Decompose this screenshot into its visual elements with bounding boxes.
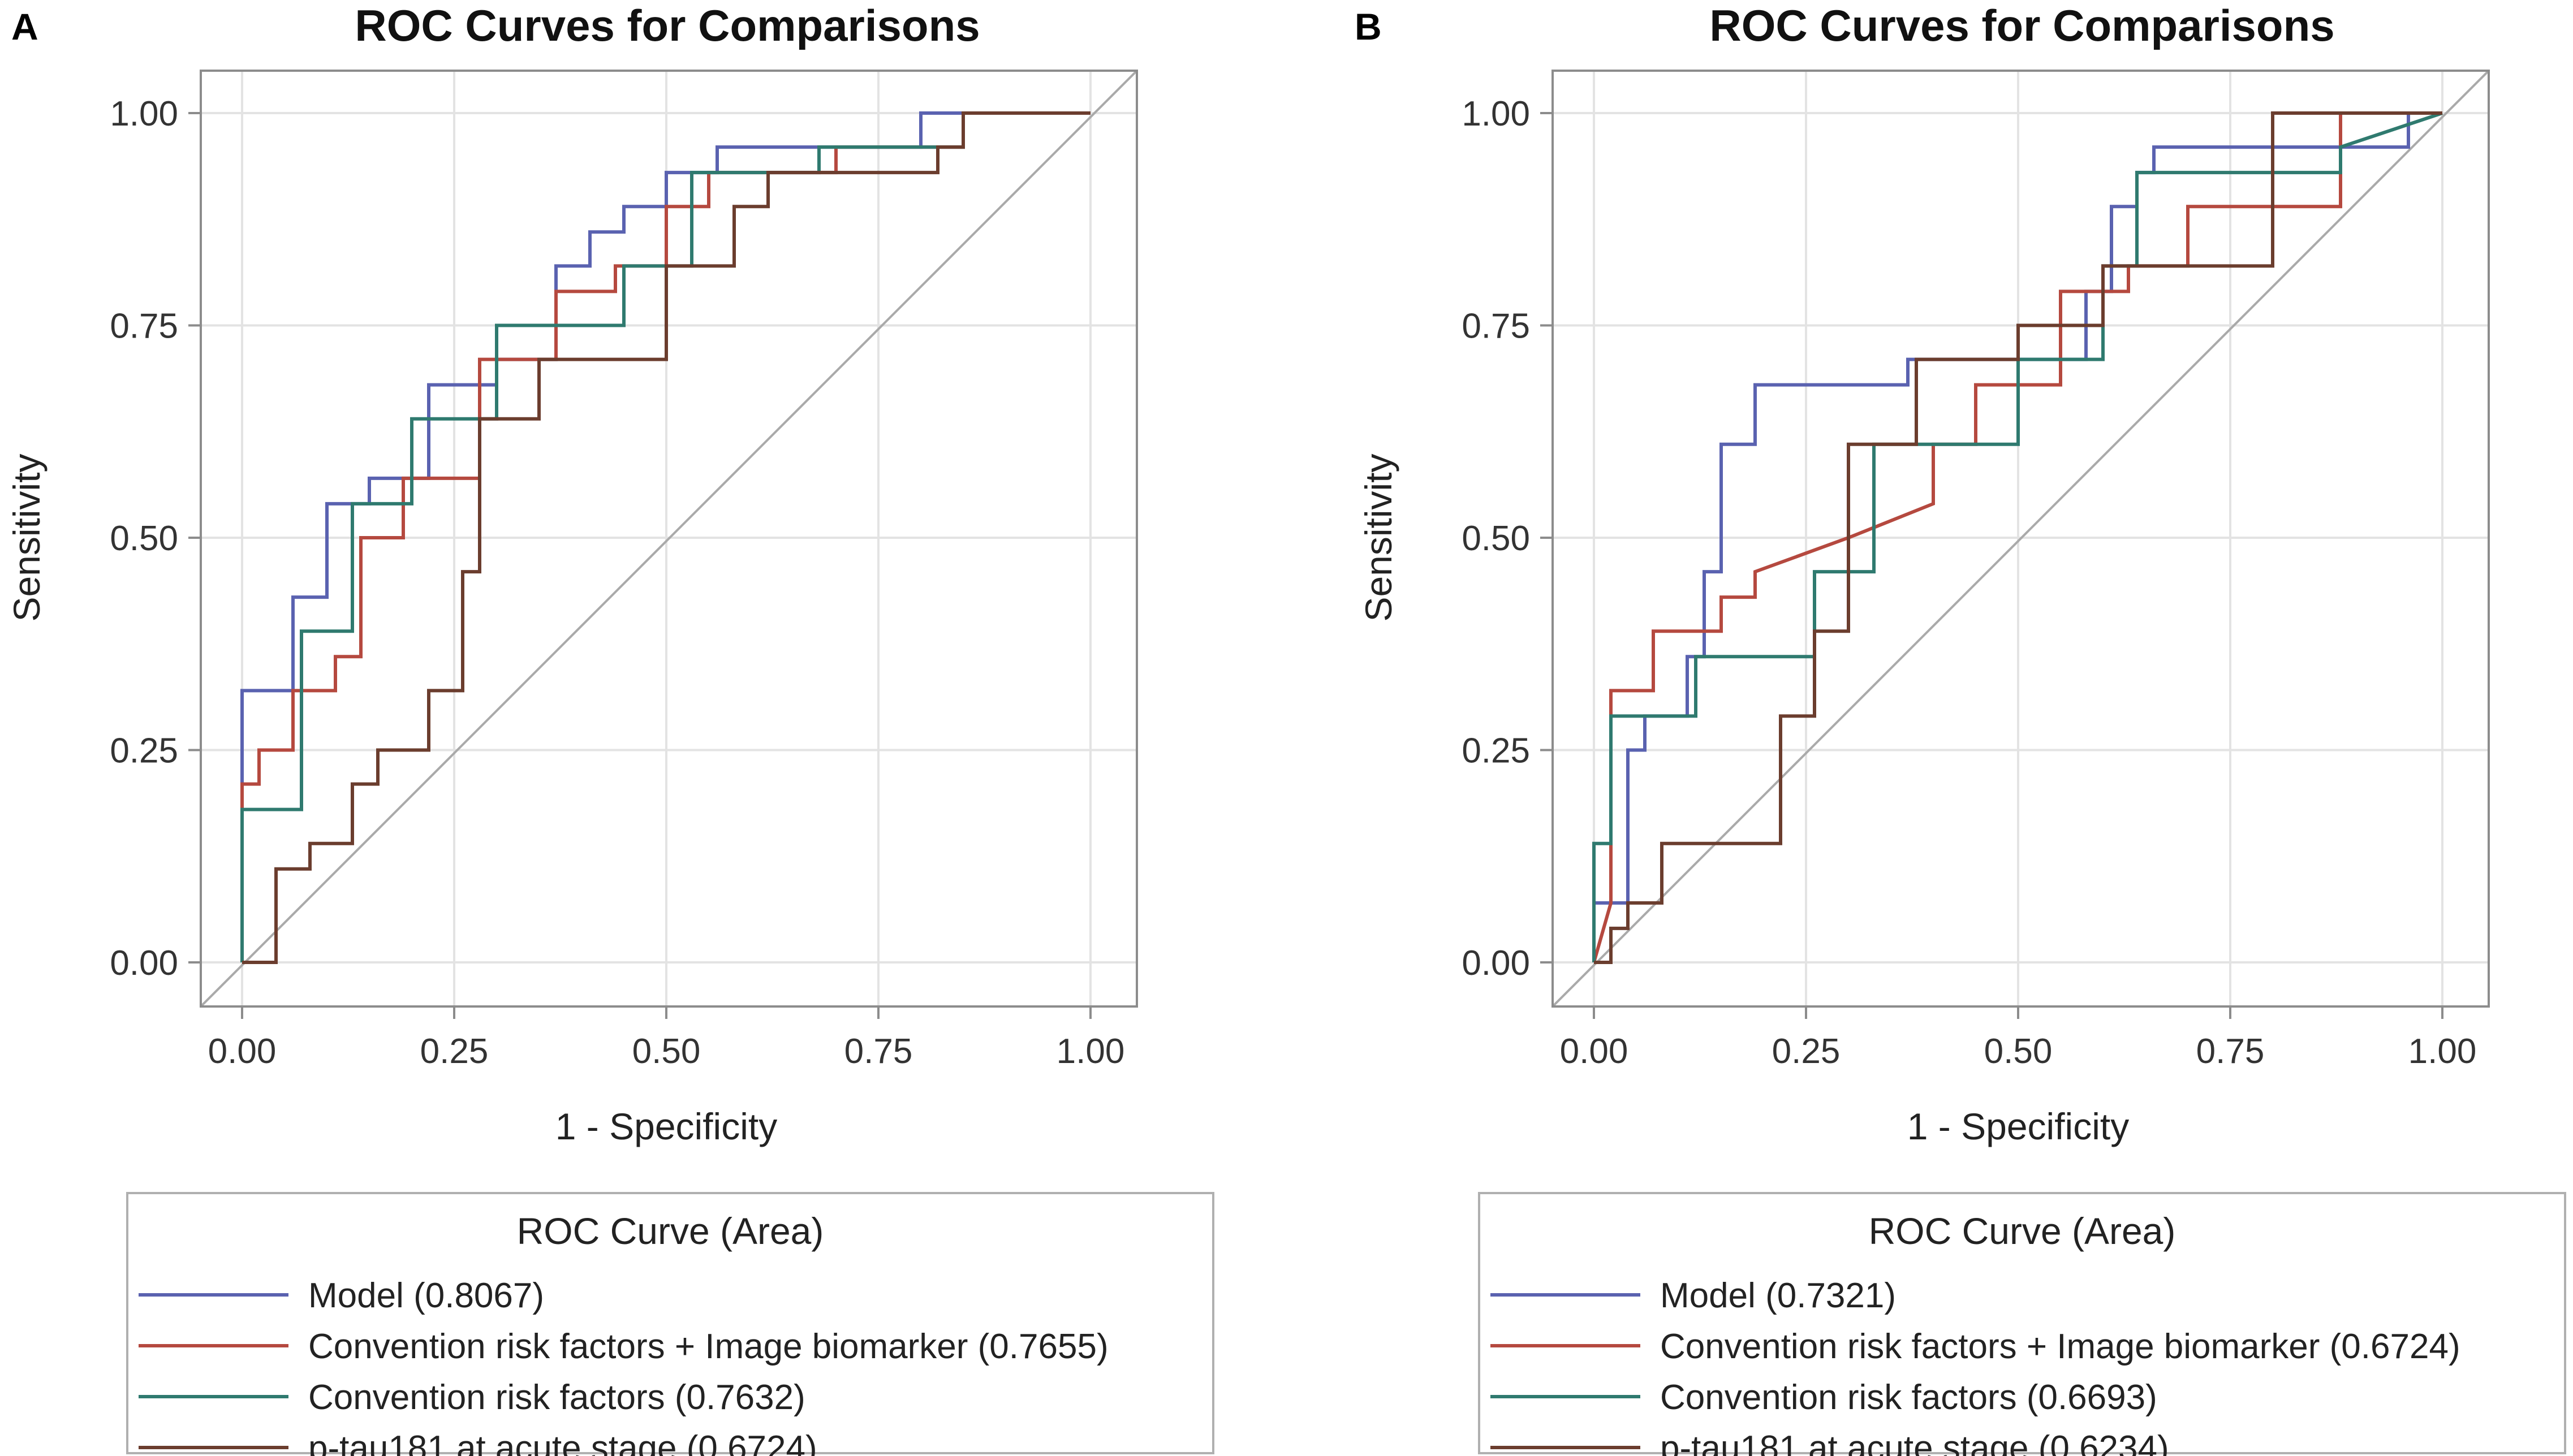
panel-letter: B <box>1355 6 1382 47</box>
legend-entry-label: Convention risk factors (0.7632) <box>308 1378 805 1417</box>
legend-title: ROC Curve (Area) <box>517 1210 824 1252</box>
x-tick-label: 0.00 <box>208 1032 277 1071</box>
legend-entry-label: Model (0.7321) <box>1660 1276 1896 1315</box>
legend-frame <box>126 1192 1214 1454</box>
legend-entry-label: p-tau181 at acute stage (0.6234) <box>1660 1429 2169 1456</box>
y-tick-label: 0.25 <box>110 732 178 771</box>
x-tick-label: 0.00 <box>1560 1032 1628 1071</box>
x-tick-label: 0.50 <box>1984 1032 2053 1071</box>
y-tick-label: 0.25 <box>1462 732 1530 771</box>
x-tick-label: 0.25 <box>420 1032 489 1071</box>
x-tick-label: 1.00 <box>2408 1032 2477 1071</box>
y-tick-label: 1.00 <box>1462 94 1530 133</box>
y-tick-label: 1.00 <box>110 94 178 133</box>
roc-curve-series-3 <box>240 111 1091 962</box>
legend-entry-label: Convention risk factors + Image biomarke… <box>308 1327 1109 1366</box>
x-tick-label: 0.75 <box>2196 1032 2265 1071</box>
chart-title: ROC Curves for Comparisons <box>355 1 980 50</box>
panel-letter: A <box>11 6 38 47</box>
chance-diagonal-line <box>201 71 1137 1006</box>
panel-b: B ROC Curves for Comparisons 0.00 0.25 0.50 0… <box>1355 1 2566 1456</box>
legend-entry-label: Model (0.8067) <box>308 1276 544 1315</box>
x-tick-label: 0.25 <box>1772 1032 1841 1071</box>
legend-frame <box>1478 1192 2566 1454</box>
panel-a: A ROC Curves for Comparisons 0.00 0.25 0.50 0… <box>6 1 1214 1456</box>
legend: ROC Curve (Area) Model (0.7321) Convention… <box>1478 1192 2566 1456</box>
roc-curve-series-4 <box>1594 111 2442 964</box>
legend-entry-label: p-tau181 at acute stage (0.6724) <box>308 1429 817 1456</box>
legend-entry-label: Convention risk factors + Image biomarke… <box>1660 1327 2460 1366</box>
y-axis-label: Sensitivity <box>6 453 48 621</box>
y-axis-label: Sensitivity <box>1357 453 1399 621</box>
legend: ROC Curve (Area) Model (0.8067) Convention… <box>126 1192 1214 1456</box>
chance-diagonal-line <box>1553 71 2489 1006</box>
x-axis-label: 1 - Specificity <box>1907 1105 2129 1147</box>
y-tick-label: 0.50 <box>1462 519 1530 558</box>
y-tick-label: 0.00 <box>110 944 178 983</box>
x-tick-label: 0.50 <box>632 1032 701 1071</box>
x-tick-label: 0.75 <box>844 1032 913 1071</box>
x-axis-label: 1 - Specificity <box>555 1105 777 1147</box>
y-tick-label: 0.75 <box>110 307 178 346</box>
y-tick-label: 0.50 <box>110 519 178 558</box>
legend-entry-label: Convention risk factors (0.6693) <box>1660 1378 2157 1417</box>
y-tick-label: 0.75 <box>1462 307 1530 346</box>
x-tick-label: 1.00 <box>1057 1032 1125 1071</box>
y-tick-label: 0.00 <box>1462 944 1530 983</box>
chart-title: ROC Curves for Comparisons <box>1709 1 2334 50</box>
legend-title: ROC Curve (Area) <box>1869 1210 2176 1252</box>
roc-curve-series-4 <box>242 111 1091 964</box>
